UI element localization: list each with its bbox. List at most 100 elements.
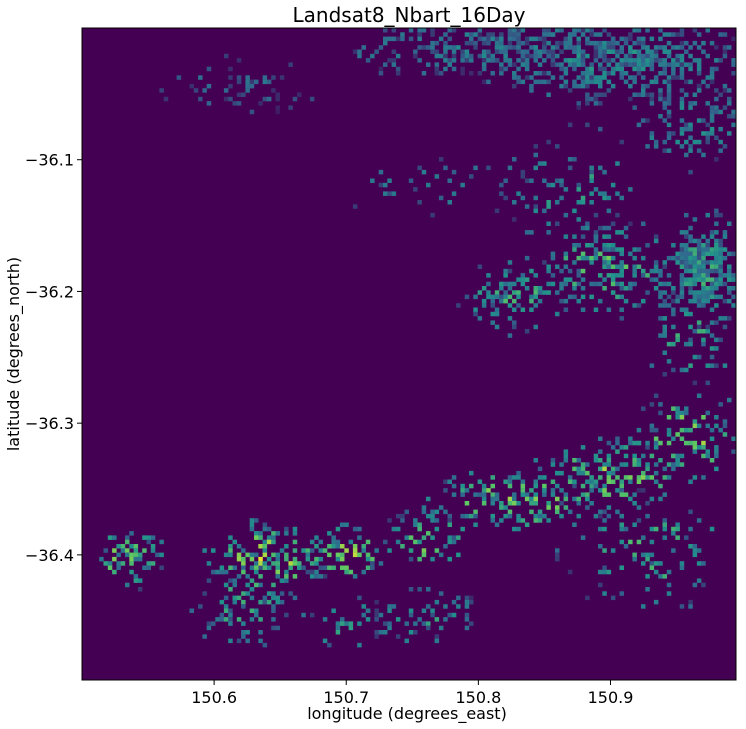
heatmap-cell: [636, 28, 642, 33]
heatmap-cell: [580, 466, 586, 472]
heatmap-cell: [615, 230, 620, 235]
heatmap-cell: [434, 599, 440, 605]
heatmap-cell: [641, 53, 646, 59]
heatmap-cell: [258, 630, 263, 635]
heatmap-cell: [559, 75, 564, 80]
heatmap-cell: [533, 458, 538, 463]
heatmap-cell: [142, 535, 147, 540]
heatmap-cell: [550, 53, 556, 59]
heatmap-cell: [576, 466, 581, 472]
heatmap-cell: [266, 565, 272, 570]
heatmap-cell: [503, 53, 508, 59]
heatmap-cell: [641, 453, 646, 459]
heatmap-cell: [486, 40, 491, 46]
heatmap-cell: [653, 436, 659, 441]
heatmap-cell: [692, 255, 698, 261]
heatmap-cell: [666, 92, 672, 97]
heatmap-cell: [576, 101, 581, 106]
heatmap-cell: [503, 513, 508, 519]
heatmap-cell: [653, 561, 659, 566]
heatmap-cell: [499, 501, 504, 506]
heatmap-cell: [666, 303, 672, 308]
heatmap-cell: [228, 544, 233, 549]
heatmap-cell: [404, 621, 409, 626]
heatmap-cell: [589, 40, 594, 46]
heatmap-cell: [249, 565, 255, 570]
heatmap-cell: [580, 462, 586, 467]
heatmap-cell: [542, 513, 547, 519]
heatmap-cell: [692, 92, 698, 97]
heatmap-cell: [714, 105, 719, 110]
heatmap-cell: [241, 591, 246, 596]
heatmap-cell: [438, 71, 444, 76]
heatmap-cell: [507, 316, 513, 321]
heatmap-cell: [529, 307, 534, 312]
heatmap-cell: [421, 28, 427, 33]
heatmap-cell: [137, 587, 143, 592]
heatmap-cell: [636, 247, 642, 252]
heatmap-cell: [585, 79, 590, 85]
heatmap-cell: [696, 518, 702, 523]
heatmap-cell: [503, 195, 508, 201]
heatmap-cell: [602, 28, 607, 33]
heatmap-cell: [671, 531, 676, 536]
heatmap-cell: [507, 303, 513, 308]
heatmap-cell: [335, 625, 341, 631]
heatmap-cell: [610, 281, 616, 287]
heatmap-cell: [249, 109, 255, 115]
heatmap-cell: [598, 225, 603, 231]
heatmap-cell: [460, 488, 465, 493]
heatmap-cell: [572, 483, 577, 489]
heatmap-cell: [387, 518, 392, 523]
heatmap-cell: [714, 445, 719, 450]
heatmap-cell: [722, 83, 728, 89]
heatmap-cell: [288, 565, 293, 570]
heatmap-cell: [623, 53, 629, 59]
heatmap-cell: [576, 281, 581, 287]
heatmap-cell: [641, 406, 646, 411]
heatmap-cell: [705, 83, 710, 89]
heatmap-cell: [593, 40, 599, 46]
heatmap-cell: [632, 281, 637, 287]
heatmap-cell: [426, 62, 431, 67]
heatmap-cell: [714, 230, 719, 235]
heatmap-cell: [696, 247, 702, 252]
heatmap-cell: [391, 191, 397, 196]
heatmap-cell: [262, 552, 268, 558]
heatmap-cell: [413, 53, 418, 59]
heatmap-cell: [580, 225, 586, 231]
heatmap-cell: [443, 509, 448, 515]
heatmap-cell: [559, 182, 564, 188]
heatmap-cell: [275, 565, 280, 570]
heatmap-cell: [606, 79, 612, 85]
heatmap-cell: [727, 88, 732, 93]
heatmap-cell: [722, 230, 728, 235]
heatmap-cell: [688, 427, 693, 433]
heatmap-cell: [537, 290, 543, 295]
heatmap-cell: [361, 569, 366, 575]
heatmap-cell: [602, 75, 607, 80]
heatmap-cell: [305, 552, 311, 558]
heatmap-cell: [559, 83, 564, 89]
heatmap-cell: [524, 36, 530, 42]
heatmap-cell: [150, 535, 156, 540]
heatmap-cell: [254, 518, 259, 523]
heatmap-cell: [585, 255, 590, 261]
heatmap-cell: [714, 303, 719, 308]
heatmap-cell: [137, 578, 143, 583]
heatmap-cell: [585, 71, 590, 76]
heatmap-cell: [533, 79, 538, 85]
heatmap-cell: [335, 552, 341, 558]
heatmap-cell: [309, 548, 315, 553]
heatmap-cell: [499, 281, 504, 287]
heatmap-cell: [580, 286, 586, 291]
heatmap-cell: [610, 221, 616, 226]
heatmap-cell: [533, 58, 538, 63]
heatmap-cell: [507, 268, 513, 274]
heatmap-cell: [206, 578, 212, 583]
heatmap-cell: [641, 36, 646, 42]
heatmap-cell: [563, 458, 569, 463]
heatmap-cell: [241, 604, 246, 609]
heatmap-cell: [537, 475, 543, 480]
heatmap-cell: [529, 501, 534, 506]
